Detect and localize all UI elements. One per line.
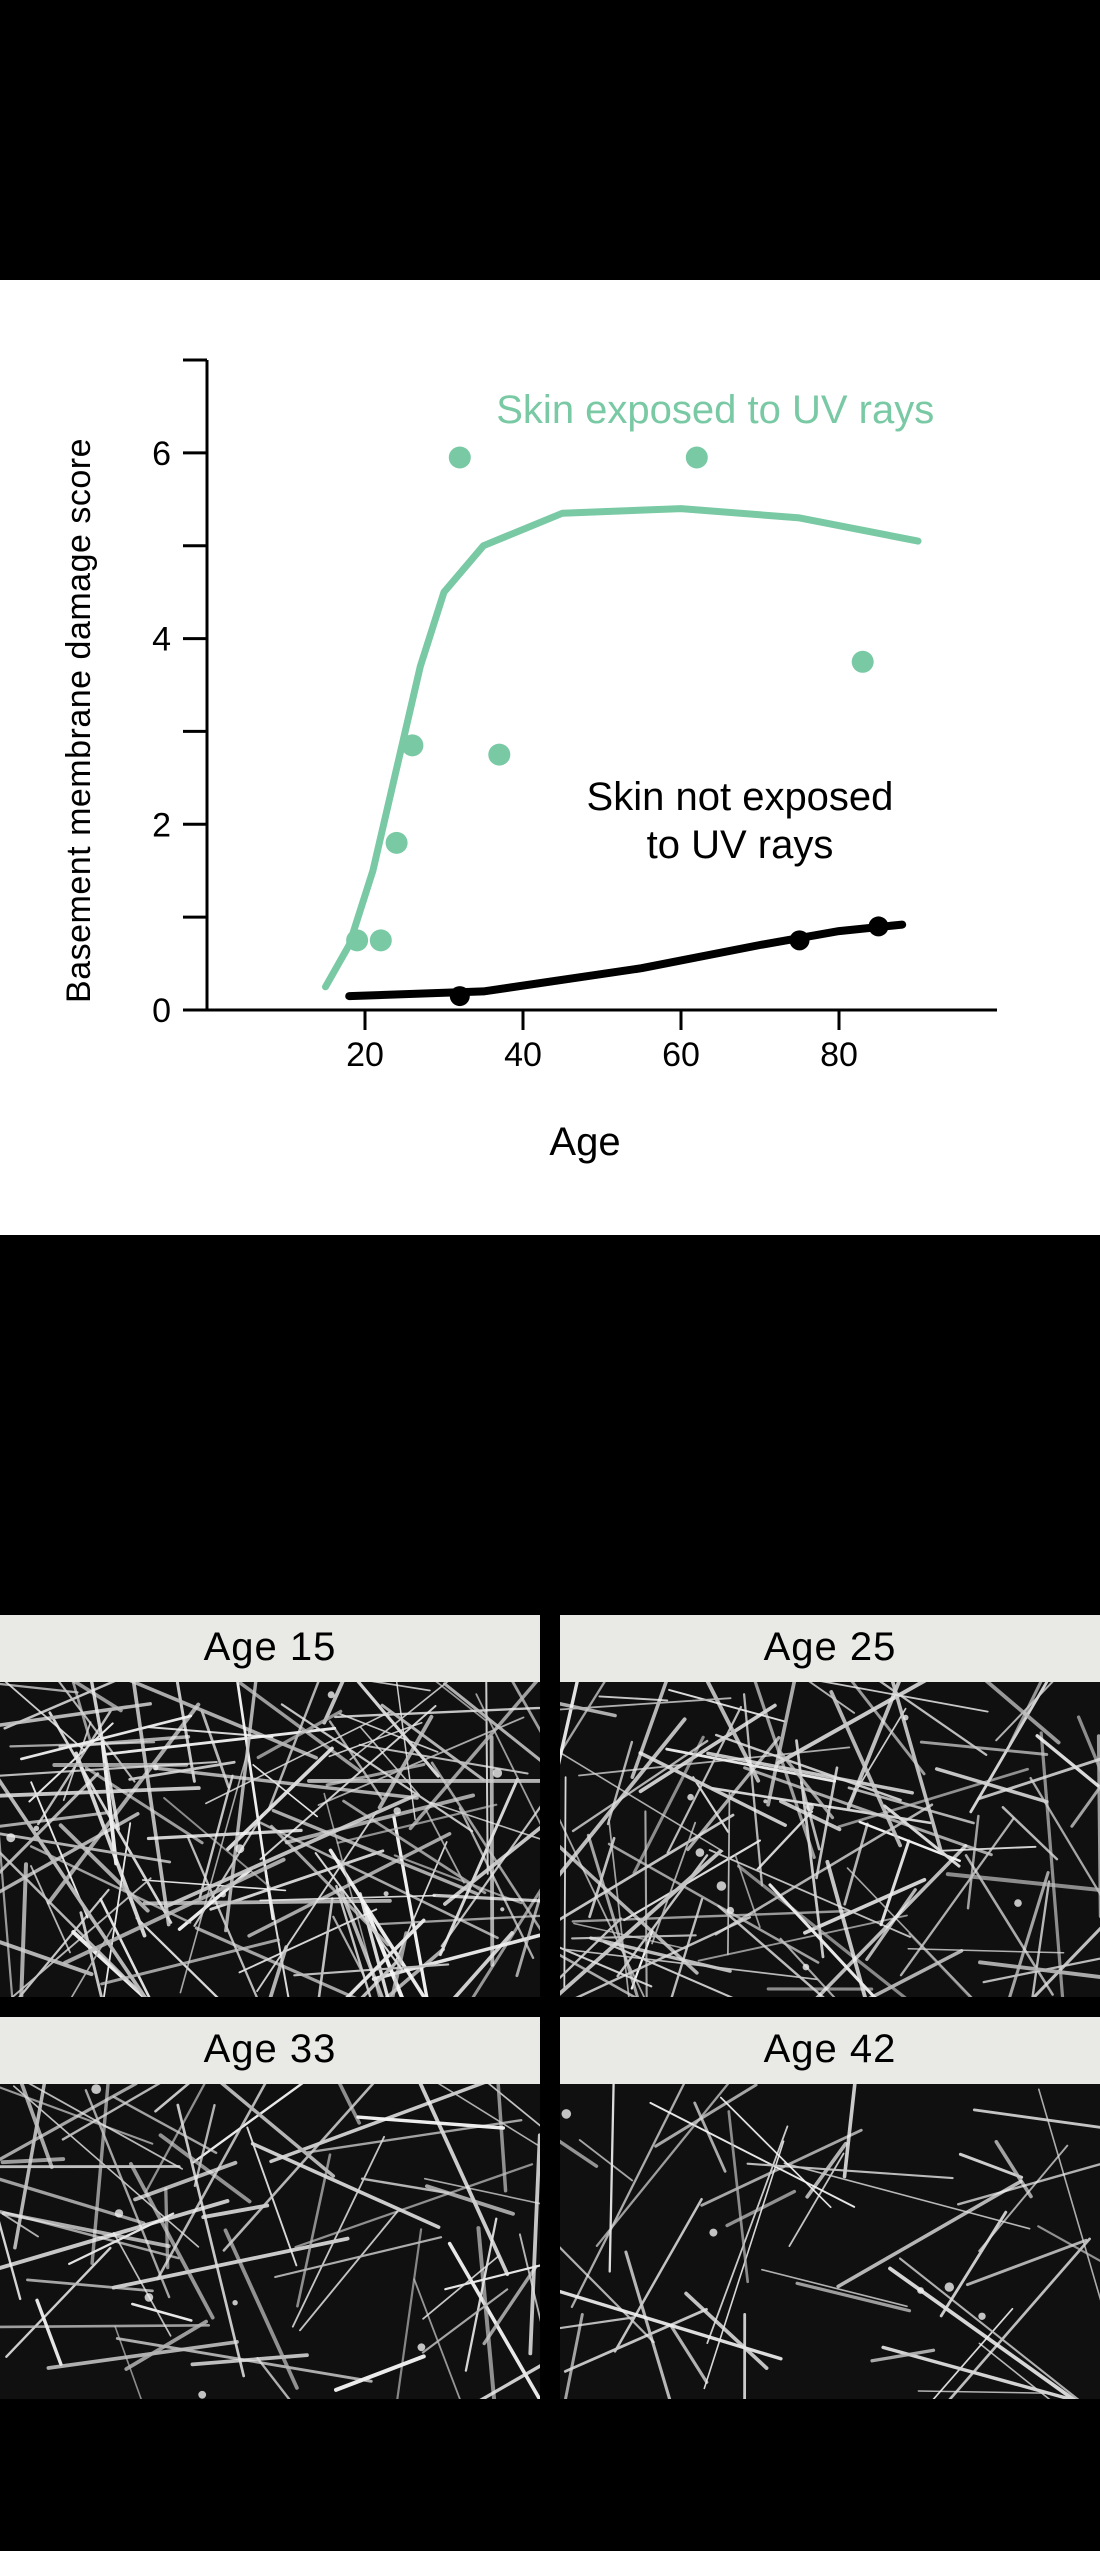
svg-text:40: 40 (504, 1036, 542, 1074)
texture-grid: Age 15 Age 25 Age 33 Age 42 (0, 1615, 1100, 2399)
texture-header: Age 33 (0, 2017, 540, 2084)
svg-text:4: 4 (152, 621, 171, 659)
texture-cell: Age 15 (0, 1615, 540, 1997)
svg-text:20: 20 (346, 1036, 384, 1074)
texture-image (560, 1682, 1100, 1997)
chart-section: Basement membrane damage score 0 2 4 6 20 40 6… (0, 280, 1100, 1235)
x-axis-label: Age (150, 1120, 1020, 1165)
series-label-no-uv: Skin not exposedto UV rays (587, 773, 894, 869)
svg-text:80: 80 (820, 1036, 858, 1074)
texture-image (0, 2084, 540, 2399)
texture-cell: Age 42 (560, 2017, 1100, 2399)
chart-wrapper: Basement membrane damage score 0 2 4 6 20 40 6… (60, 340, 1020, 1100)
texture-cell: Age 25 (560, 1615, 1100, 1997)
texture-header: Age 25 (560, 1615, 1100, 1682)
texture-section: Age 15 Age 25 Age 33 Age 42 (0, 1235, 1100, 2439)
y-axis-label: Basement membrane damage score (60, 438, 99, 1003)
plot-area: 0 2 4 6 20 40 60 80 Skin exposed to UV rays Ski… (117, 340, 1020, 1100)
series-label-uv: Skin exposed to UV rays (496, 386, 934, 434)
texture-image (560, 2084, 1100, 2399)
svg-text:2: 2 (152, 806, 171, 844)
svg-text:6: 6 (152, 435, 171, 473)
texture-image (0, 1682, 540, 1997)
svg-text:60: 60 (662, 1036, 700, 1074)
texture-header: Age 15 (0, 1615, 540, 1682)
page: Basement membrane damage score 0 2 4 6 20 40 6… (0, 280, 1100, 2439)
svg-text:0: 0 (152, 992, 171, 1030)
chart-svg: 0 2 4 6 20 40 60 80 (117, 340, 1017, 1100)
texture-header: Age 42 (560, 2017, 1100, 2084)
texture-cell: Age 33 (0, 2017, 540, 2399)
